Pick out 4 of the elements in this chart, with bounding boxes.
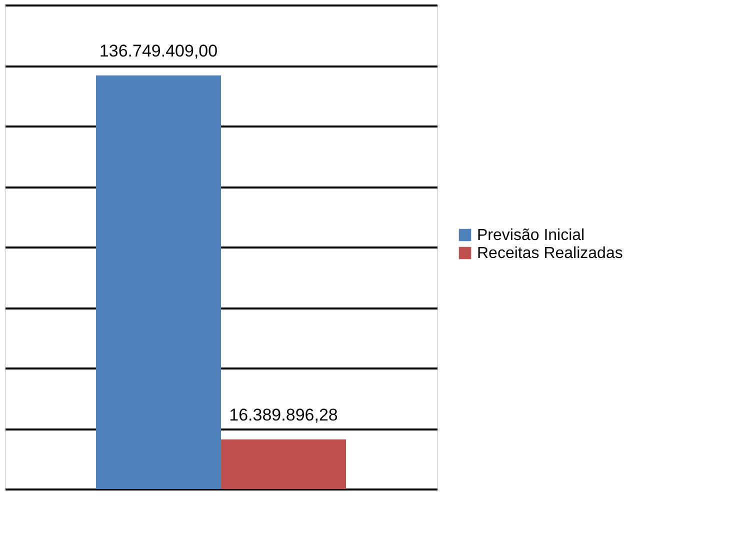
data-label: 136.749.409,00	[99, 41, 218, 60]
legend-label: Receitas Realizadas	[477, 245, 623, 262]
data-label: 16.389.896,28	[229, 405, 338, 424]
legend-label: Previsão Inicial	[477, 227, 585, 244]
